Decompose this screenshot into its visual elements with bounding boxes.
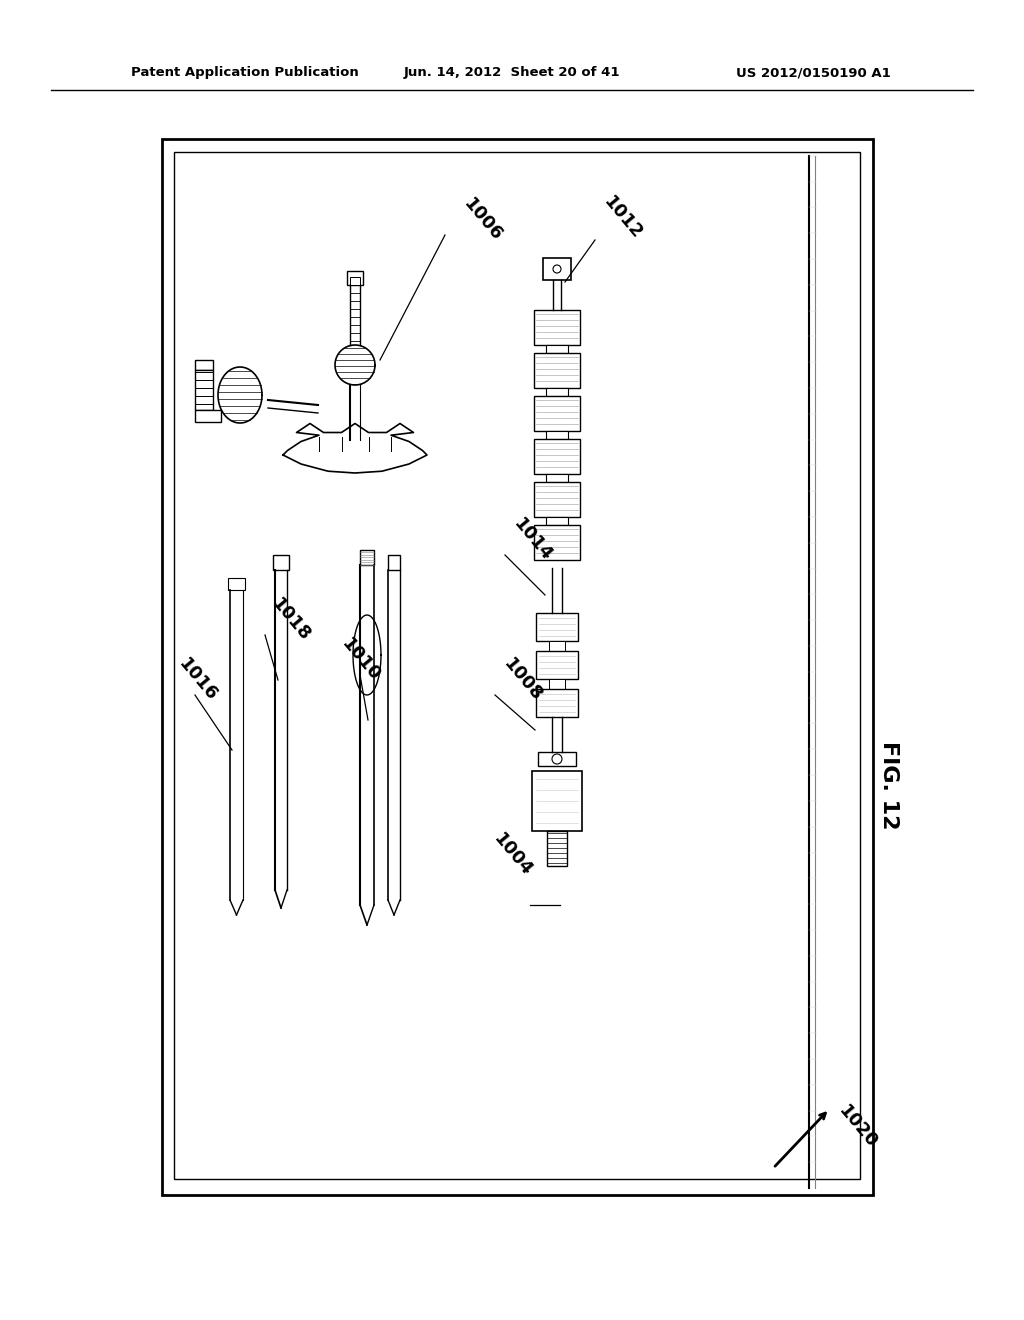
Bar xyxy=(388,554,400,570)
Bar xyxy=(549,642,565,651)
Bar xyxy=(228,578,245,590)
Text: 1008: 1008 xyxy=(500,655,546,705)
Bar xyxy=(549,678,565,689)
Text: 1020: 1020 xyxy=(835,1102,881,1152)
Bar xyxy=(532,771,582,832)
Bar xyxy=(536,612,578,642)
Text: 1006: 1006 xyxy=(460,195,506,246)
Bar xyxy=(547,832,567,866)
Text: US 2012/0150190 A1: US 2012/0150190 A1 xyxy=(736,66,891,79)
Circle shape xyxy=(553,265,561,273)
Bar xyxy=(162,139,873,1195)
Bar xyxy=(174,152,860,1179)
Bar xyxy=(534,525,580,560)
Bar xyxy=(546,474,568,482)
Bar xyxy=(534,310,580,345)
Text: 1014: 1014 xyxy=(510,515,556,565)
Circle shape xyxy=(552,754,562,764)
Text: 1018: 1018 xyxy=(268,595,314,645)
Bar xyxy=(360,550,374,565)
Bar xyxy=(195,411,221,422)
Bar xyxy=(543,257,571,280)
Bar xyxy=(536,689,578,717)
Bar xyxy=(534,440,580,474)
Bar xyxy=(350,277,360,285)
Text: FIG. 12: FIG. 12 xyxy=(879,741,899,830)
Bar xyxy=(538,752,575,766)
Bar xyxy=(536,651,578,678)
Bar xyxy=(546,517,568,525)
Bar xyxy=(534,482,580,517)
Bar xyxy=(195,370,213,411)
Bar xyxy=(546,388,568,396)
Text: 1012: 1012 xyxy=(600,193,646,243)
Bar xyxy=(546,345,568,352)
Text: 1010: 1010 xyxy=(338,635,384,685)
Text: 1004: 1004 xyxy=(490,830,536,880)
Text: Patent Application Publication: Patent Application Publication xyxy=(131,66,358,79)
Bar xyxy=(195,360,213,370)
Bar xyxy=(347,271,362,285)
Bar xyxy=(546,432,568,440)
Text: 1016: 1016 xyxy=(175,655,221,705)
Bar xyxy=(534,352,580,388)
Bar xyxy=(534,396,580,432)
Bar xyxy=(273,554,289,570)
Text: Jun. 14, 2012  Sheet 20 of 41: Jun. 14, 2012 Sheet 20 of 41 xyxy=(403,66,621,79)
